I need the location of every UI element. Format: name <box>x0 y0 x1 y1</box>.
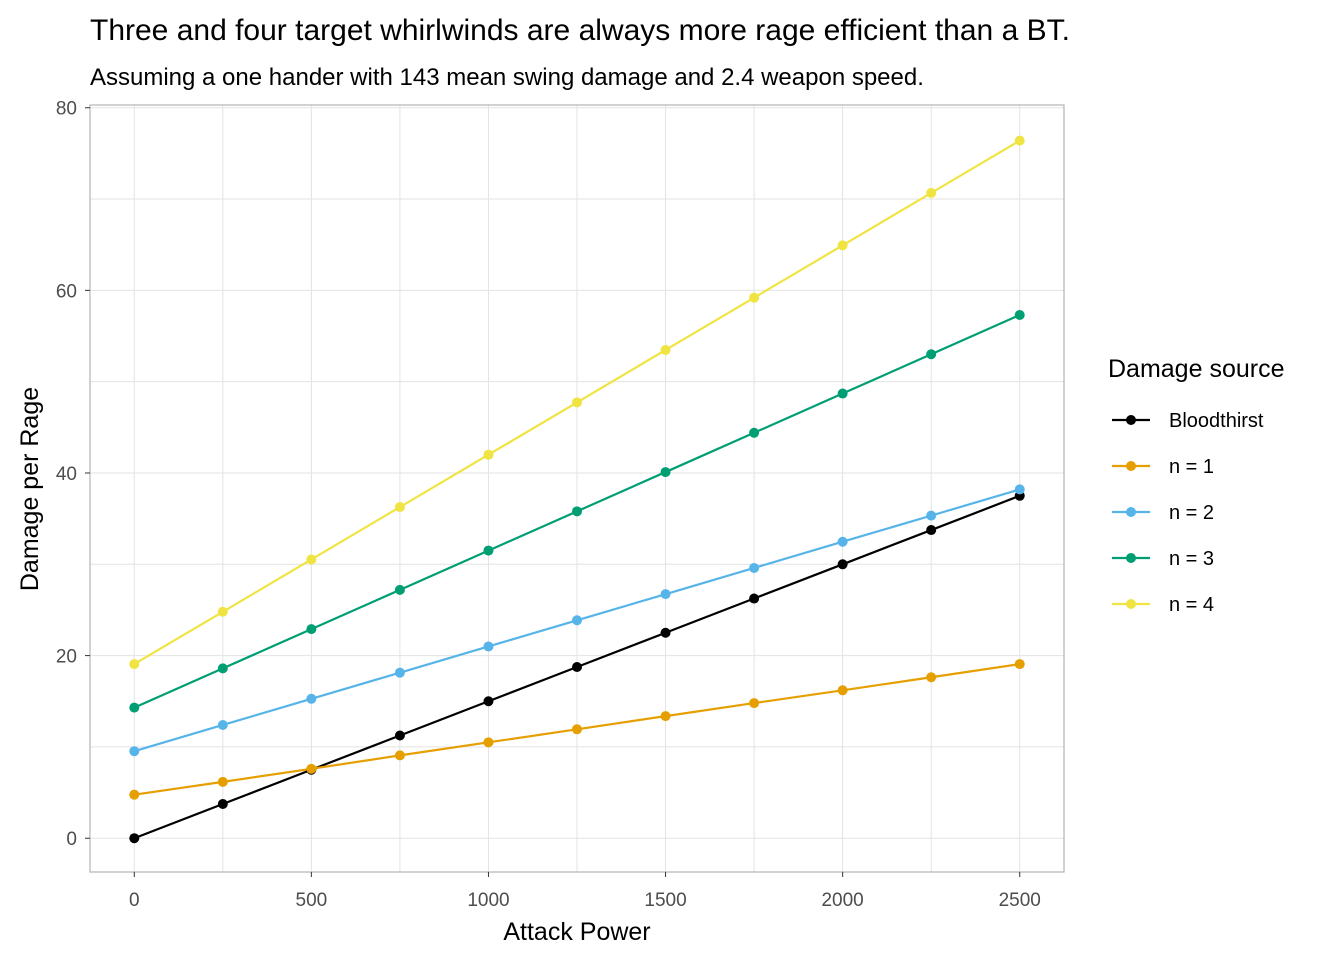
data-point <box>483 696 494 707</box>
data-point <box>572 506 582 517</box>
legend-label: n = 3 <box>1169 548 1214 570</box>
data-point <box>129 833 140 844</box>
x-tick-label: 2000 <box>821 890 863 911</box>
data-point <box>129 659 140 670</box>
x-tick-label: 1500 <box>644 890 686 911</box>
legend-key-point <box>1126 507 1136 517</box>
data-point <box>306 763 317 774</box>
x-axis-ticks: 0 500 1000 1500 2000 2500 <box>129 872 1041 911</box>
data-point <box>1014 135 1025 146</box>
legend-item: n = 4 <box>1112 594 1214 616</box>
data-point <box>394 667 405 678</box>
data-point <box>483 737 494 748</box>
data-point <box>926 510 937 521</box>
data-point <box>660 344 671 355</box>
data-point <box>926 187 937 198</box>
legend-item: Bloodthirst <box>1112 410 1264 432</box>
legend-item: n = 3 <box>1112 548 1214 570</box>
data-point <box>217 663 228 674</box>
legend-items: Bloodthirst n = 1 n = 2 n = 3 n = 4 <box>1112 410 1264 616</box>
y-axis-title: Damage per Rage <box>16 387 44 591</box>
series-points <box>129 135 1025 844</box>
legend-key-point <box>1126 461 1136 471</box>
data-point <box>306 554 317 565</box>
legend-item: n = 2 <box>1112 502 1214 524</box>
chart-subtitle: Assuming a one hander with 143 mean swin… <box>90 64 924 91</box>
data-point <box>660 711 671 722</box>
data-point <box>926 672 937 683</box>
data-point <box>394 730 405 741</box>
legend-title: Damage source <box>1108 355 1284 383</box>
data-point <box>1014 659 1025 670</box>
legend-key-point <box>1126 553 1136 563</box>
data-point <box>1014 310 1025 321</box>
data-point <box>129 702 140 713</box>
data-point <box>660 467 671 478</box>
y-tick-label: 0 <box>66 829 77 850</box>
x-axis-title: Attack Power <box>503 918 650 946</box>
data-point <box>749 562 760 573</box>
plot-panel <box>89 104 1065 873</box>
y-tick-label: 40 <box>56 464 77 485</box>
data-point <box>483 545 494 556</box>
legend-label: n = 2 <box>1169 502 1214 524</box>
data-point <box>306 624 317 635</box>
legend-label: Bloodthirst <box>1169 410 1264 432</box>
data-point <box>572 397 582 408</box>
legend-item: n = 1 <box>1112 456 1214 478</box>
y-tick-label: 80 <box>56 99 77 120</box>
legend-label: n = 1 <box>1169 456 1214 478</box>
data-point <box>749 593 760 604</box>
legend-key-point <box>1126 415 1136 425</box>
data-point <box>483 449 494 460</box>
x-tick-label: 500 <box>296 890 328 911</box>
data-point <box>837 685 848 696</box>
data-point <box>572 662 582 673</box>
data-point <box>217 606 228 617</box>
chart-title: Three and four target whirlwinds are alw… <box>90 14 1070 47</box>
legend-key-point <box>1126 599 1136 609</box>
data-point <box>394 750 405 761</box>
data-point <box>483 641 494 652</box>
legend: Damage source Bloodthirst n = 1 n = 2 n = 3… <box>1108 355 1284 616</box>
panel-border <box>89 104 1065 873</box>
data-point <box>394 584 405 595</box>
data-point <box>749 292 760 303</box>
x-tick-label: 0 <box>129 890 140 911</box>
data-point <box>926 525 937 536</box>
data-point <box>660 589 671 600</box>
data-point <box>129 789 140 800</box>
data-point <box>217 798 228 809</box>
data-point <box>217 719 228 730</box>
data-point <box>129 746 140 757</box>
data-point <box>926 349 937 360</box>
data-point <box>572 615 582 626</box>
data-point <box>837 559 848 570</box>
data-point <box>1014 484 1025 495</box>
x-tick-label: 1000 <box>467 890 509 911</box>
data-point <box>837 536 848 547</box>
y-axis-ticks: 0 20 40 60 80 <box>56 99 90 850</box>
data-point <box>837 388 848 399</box>
y-tick-label: 60 <box>56 281 77 302</box>
data-point <box>660 627 671 638</box>
legend-label: n = 4 <box>1169 594 1214 616</box>
data-point <box>572 724 582 735</box>
data-point <box>749 427 760 438</box>
data-point <box>217 776 228 787</box>
data-point <box>394 502 405 513</box>
x-tick-label: 2500 <box>999 890 1041 911</box>
data-point <box>749 698 760 709</box>
data-point <box>306 693 317 704</box>
grid <box>90 105 1064 872</box>
data-point <box>837 240 848 251</box>
y-tick-label: 20 <box>56 647 77 668</box>
